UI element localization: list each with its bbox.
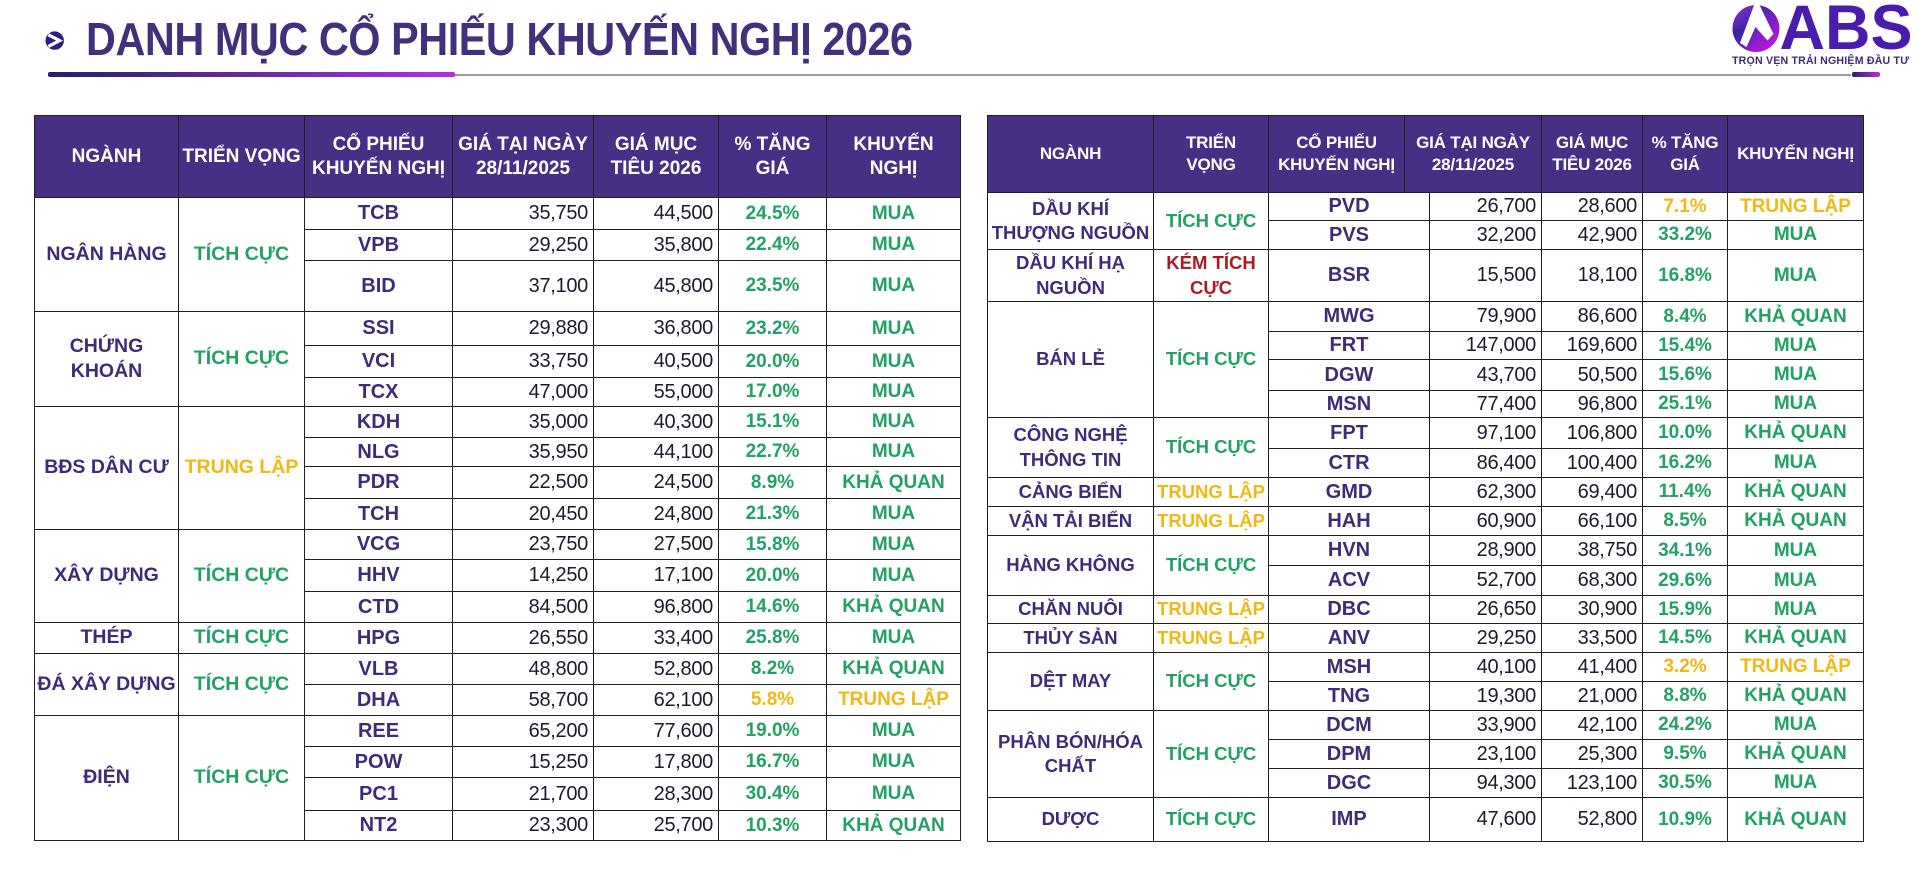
svg-text:ABS: ABS: [1780, 2, 1912, 54]
